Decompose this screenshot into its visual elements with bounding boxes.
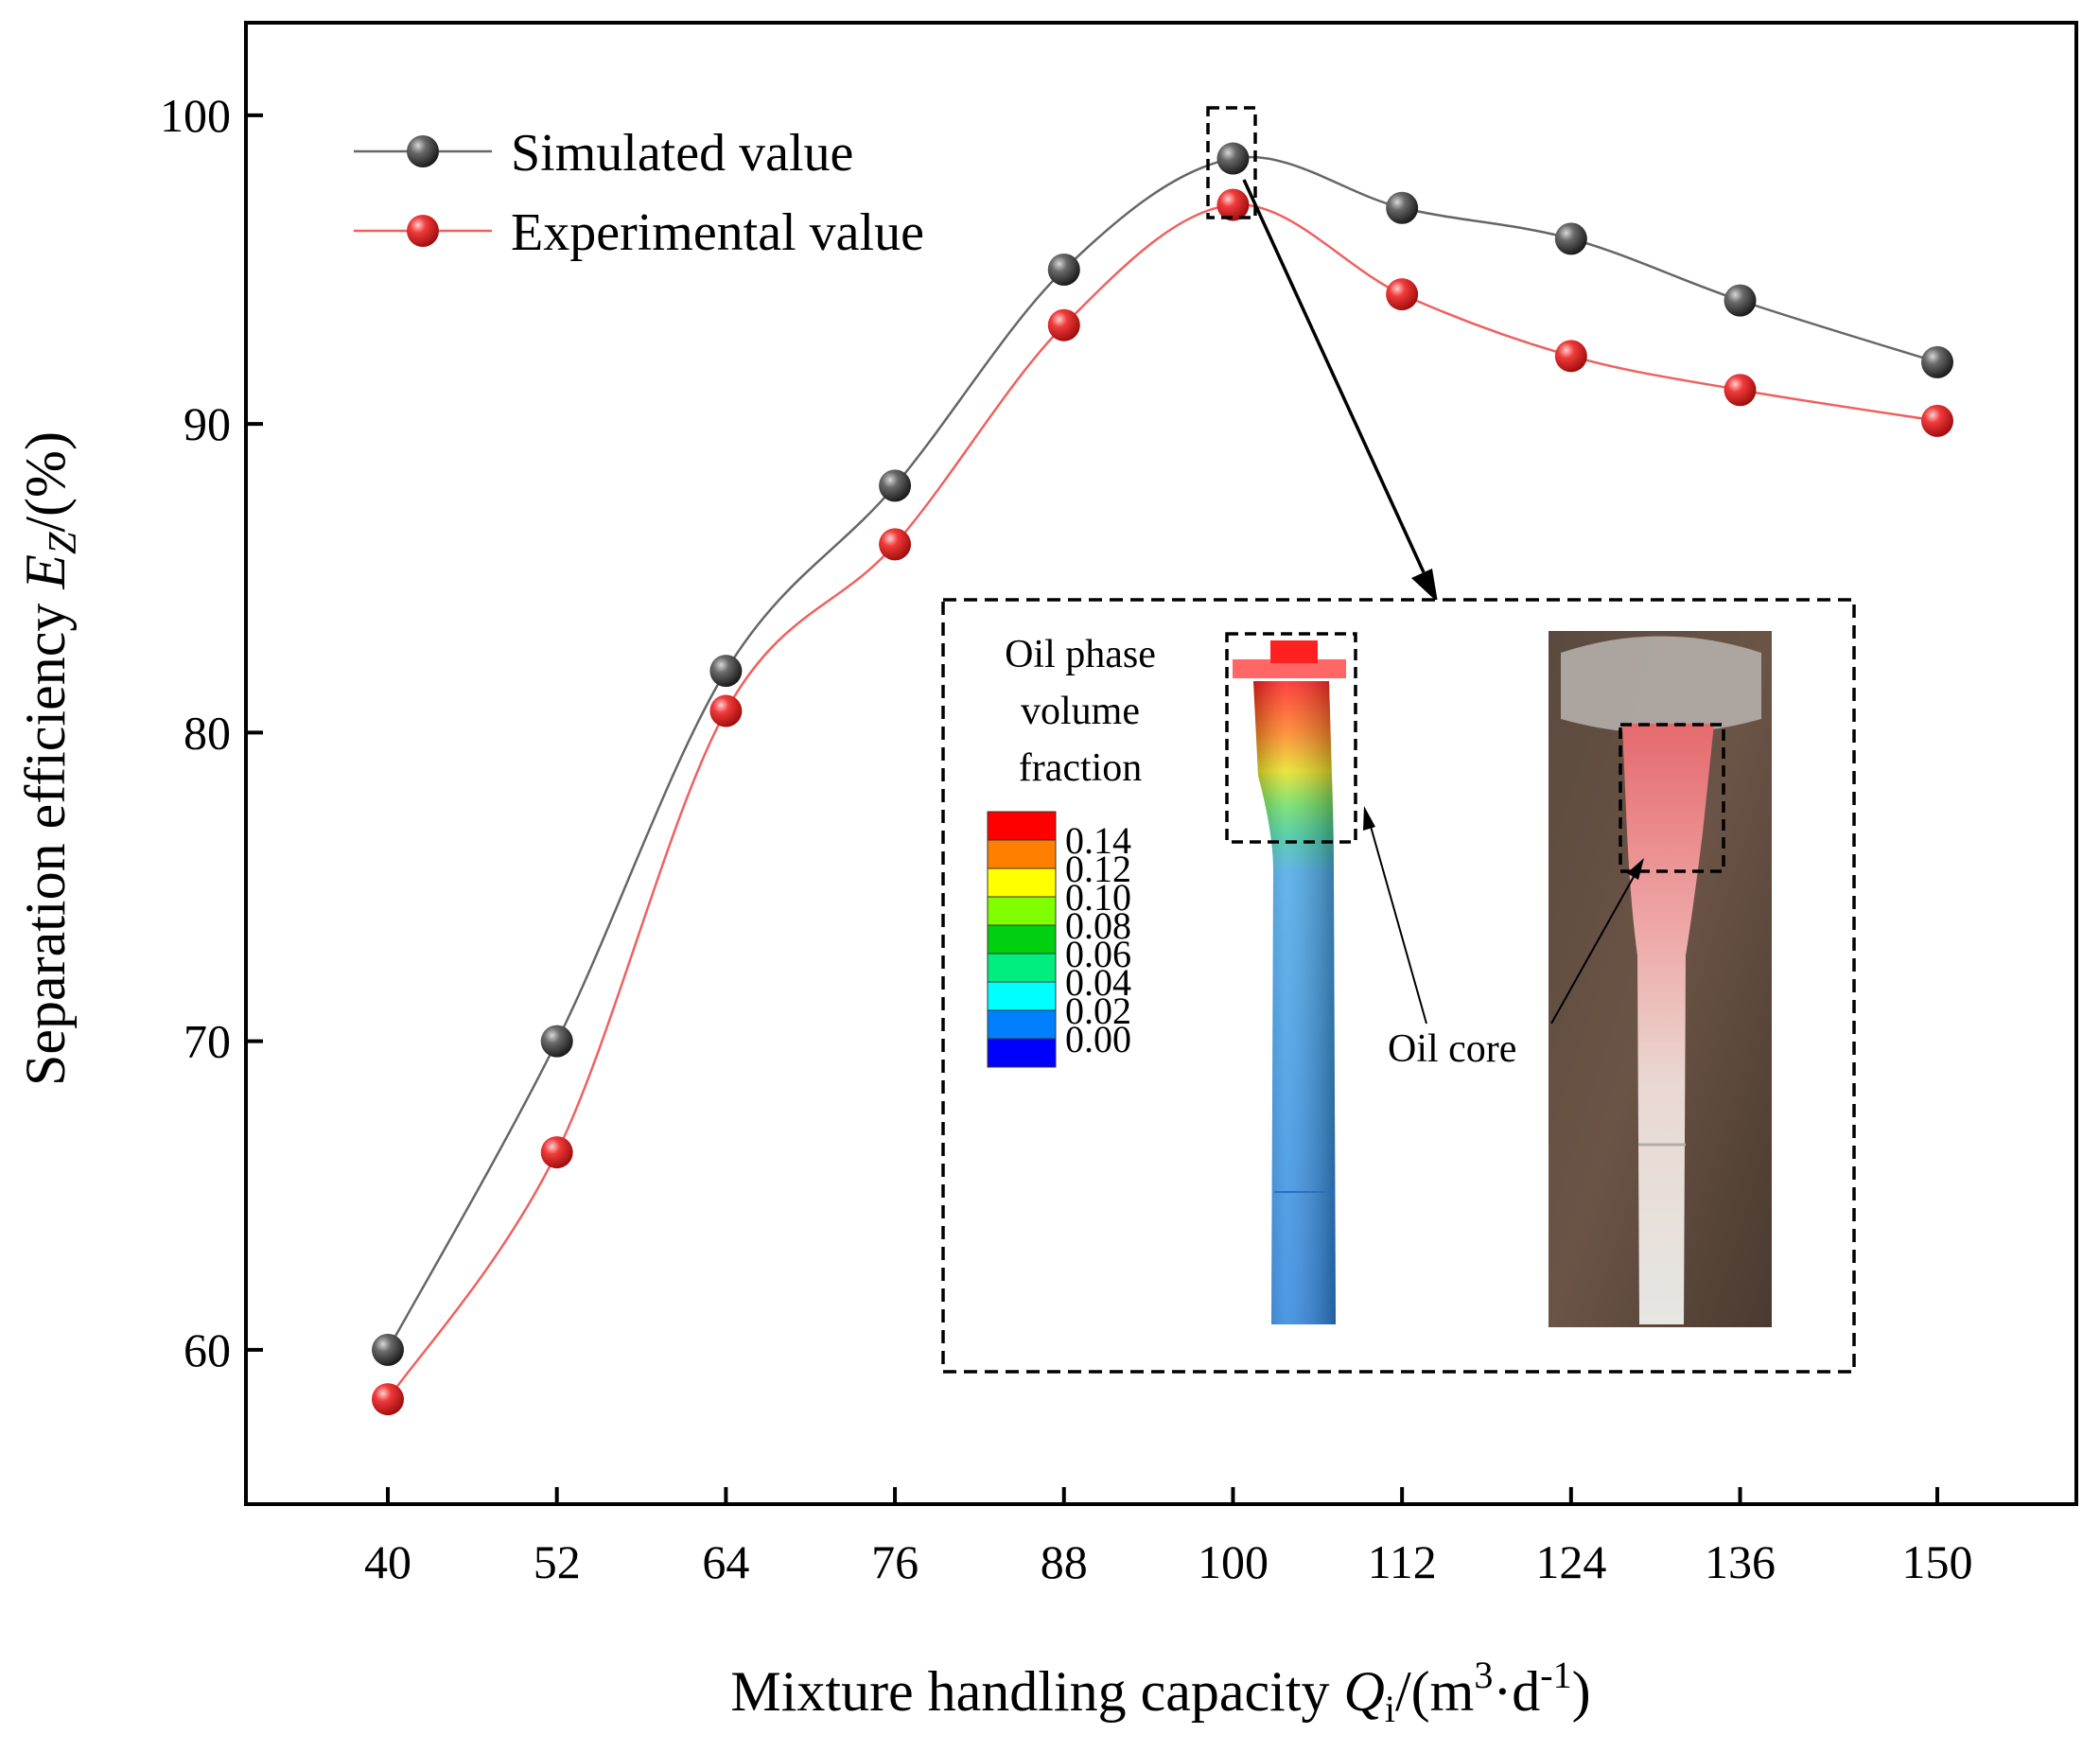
inset: Oil phase volume fraction 0.140.120.100.… [941,598,1856,1374]
series-0-point-150 [1921,345,1953,378]
y-axis-title: Separation efficiency EZ/(%) [14,431,85,1086]
pointer-arrow [1242,179,1426,573]
x-tick-label-76: 76 [871,1535,919,1588]
series-1-point-76 [879,528,912,561]
y-axis: 60 70 80 90 100 [160,89,263,1376]
oil-core-arrowhead-left [1363,806,1375,831]
colorbar-segment-5 [987,953,1057,983]
x-tick-label-40: 40 [364,1535,411,1588]
colorbar-segment-6 [987,981,1057,1011]
oil-core-arrow-left [1369,822,1427,1025]
colorbar-segment-3 [987,896,1057,926]
colorbar-title-line3: fraction [1019,746,1143,790]
colorbar-label-0: 0.14 [1065,819,1131,862]
series-1-point-88 [1047,308,1080,342]
colorbar-label-2: 0.10 [1065,876,1131,919]
legend-marker-experimental [407,215,439,247]
series-1-point-150 [1921,404,1953,437]
colorbar-title-line2: volume [1021,690,1140,733]
legend-marker-simulated [407,135,439,167]
plot-frame [244,21,2078,1506]
series-0-point-136 [1724,284,1757,317]
series-1-point-40 [372,1383,404,1416]
series-0-point-100 [1216,142,1250,175]
series-0-point-64 [709,655,743,688]
legend: Simulated value Experimental value [354,124,924,262]
colorbar-label-4: 0.06 [1065,933,1131,975]
oil-core-label: Oil core [1388,1027,1516,1071]
cfd-model-inlet [1233,659,1346,678]
colorbar-label-1: 0.12 [1065,848,1131,890]
colorbar-label-5: 0.04 [1065,961,1131,1004]
series-1-point-64 [709,694,743,727]
oil-core-arrowhead-right [1627,858,1644,880]
colorbar-label-6: 0.02 [1065,990,1131,1032]
colorbar-segment-4 [987,924,1057,955]
experiment-photo [1549,631,1772,1327]
x-axis: 40 52 64 76 88 100 112 124 136 150 [364,1487,1973,1588]
colorbar-label-3: 0.08 [1065,904,1131,947]
cfd-zoom-box [1225,632,1357,844]
series-1-point-52 [540,1136,573,1169]
colorbar-segment-8 [987,1038,1057,1068]
y-tick-label-80: 80 [184,706,231,759]
legend-label-experimental: Experimental value [511,203,924,262]
x-axis-title: Mixture handling capacity Qi/(m3·d-1) [730,1654,1590,1730]
x-tick-label-112: 112 [1368,1535,1437,1588]
x-tick-label-100: 100 [1198,1535,1269,1588]
cfd-model-top [1270,640,1318,663]
x-tick-label-124: 124 [1535,1535,1606,1588]
colorbar-segment-1 [987,839,1057,869]
oil-core-arrow-right [1550,874,1636,1025]
y-tick-label-90: 90 [184,397,231,450]
series-0-point-88 [1047,254,1080,286]
series-0-point-112 [1386,191,1419,224]
cfd-model [1225,632,1357,1324]
series-0-point-76 [879,469,912,502]
series-1-point-136 [1724,374,1757,407]
colorbar-segment-0 [987,811,1057,841]
y-tick-label-70: 70 [184,1015,231,1068]
series-0-point-52 [540,1025,573,1058]
series-layer [372,142,1953,1416]
x-tick-label-88: 88 [1041,1535,1088,1588]
series-1-point-124 [1554,340,1587,373]
pointer-arrowhead [1411,569,1438,603]
legend-label-simulated: Simulated value [511,124,853,183]
colorbar: 0.140.120.100.080.060.040.020.00 [987,811,1131,1068]
colorbar-segment-2 [987,867,1057,898]
colorbar-label-7: 0.00 [1065,1018,1131,1060]
series-0-point-40 [372,1333,404,1366]
series-0-point-124 [1554,222,1587,255]
x-tick-label-64: 64 [702,1535,749,1588]
colorbar-segment-7 [987,1009,1057,1040]
y-tick-label-60: 60 [184,1323,231,1376]
x-tick-label-52: 52 [534,1535,581,1588]
y-tick-label-100: 100 [160,89,231,142]
series-1-point-100 [1216,188,1250,221]
series-1-point-112 [1386,278,1419,311]
colorbar-title-line1: Oil phase [1005,633,1156,676]
photo-flange [1561,636,1761,733]
photo-hydrocyclone [1622,724,1714,1324]
highlight-box [1206,106,1257,219]
x-tick-label-136: 136 [1705,1535,1776,1588]
x-tick-label-150: 150 [1902,1535,1973,1588]
